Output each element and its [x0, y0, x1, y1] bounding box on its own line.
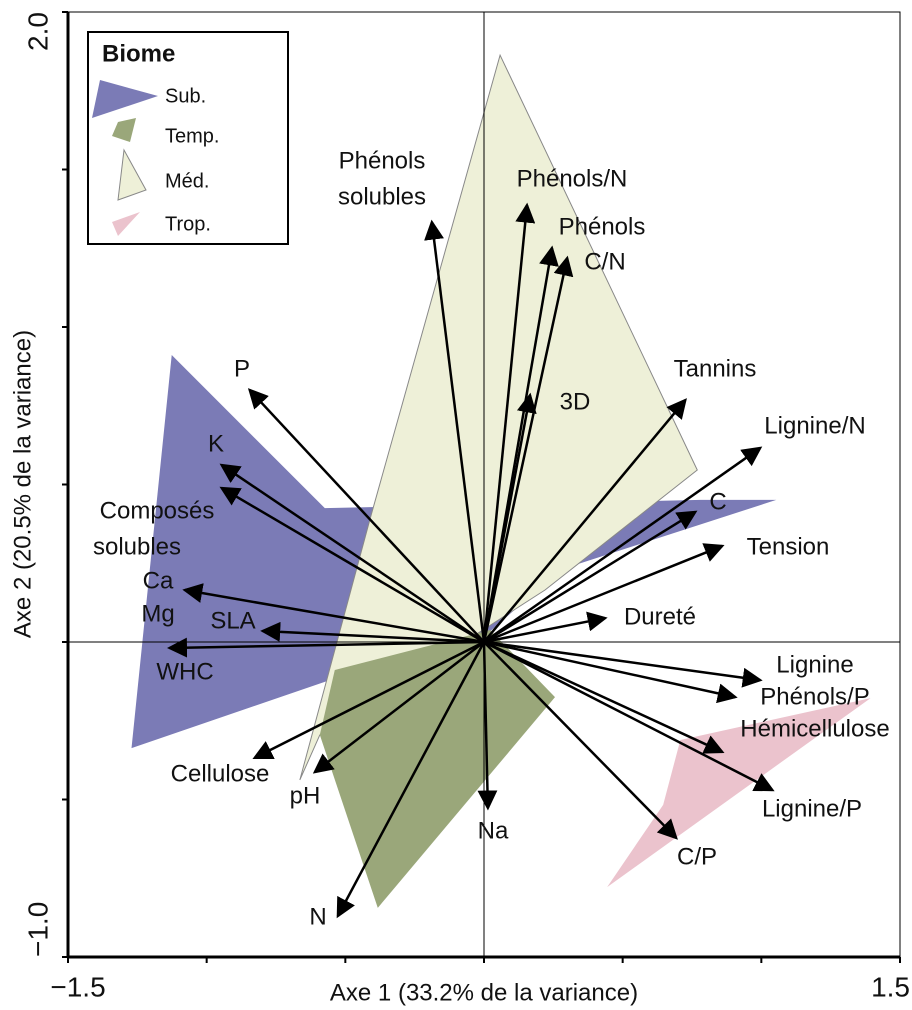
biome-polygon: [319, 630, 555, 908]
y-tick-label: −1.0: [22, 902, 53, 957]
arrow-label: 3D: [560, 388, 591, 415]
arrow-label: P: [234, 355, 250, 382]
arrow-label: Lignine/P: [762, 795, 862, 822]
arrow-label: Na: [478, 817, 509, 844]
loading-arrow: [483, 641, 678, 840]
loading-arrow: [182, 583, 485, 644]
legend-swatch: [112, 212, 140, 236]
arrow-label: C/N: [584, 248, 625, 275]
legend-swatch: [117, 148, 147, 201]
loading-arrow: [477, 641, 498, 811]
x-axis-label: Axe 1 (33.2% de la variance): [330, 979, 638, 1006]
arrow-label: C/P: [677, 843, 717, 870]
loading-arrow: [482, 255, 574, 643]
loading-arrow: [483, 510, 698, 644]
loading-arrow: [482, 392, 537, 643]
loading-arrow: [483, 640, 738, 704]
y-axis-label: Axe 2 (20.5% de la variance): [9, 330, 36, 638]
arrow-label: Phénols/N: [517, 165, 628, 192]
loading-arrow: [424, 219, 486, 643]
arrow-label: Mg: [141, 600, 174, 627]
biome-polygon: [607, 698, 871, 888]
y-tick-label: 2.0: [22, 12, 53, 51]
legend-swatch: [112, 118, 136, 142]
arrow-label: pH: [290, 782, 321, 809]
loading-arrow: [483, 640, 775, 792]
loading-arrow: [167, 637, 485, 658]
loading-arrow: [483, 543, 725, 644]
arrow-label: Phénols: [559, 213, 646, 240]
loading-arrow: [219, 486, 485, 644]
arrow-label: Phénols: [339, 147, 426, 174]
loading-arrow: [336, 641, 486, 919]
legend-swatch: [92, 80, 158, 118]
legend-title: Biome: [102, 40, 175, 67]
arrow-label: K: [208, 430, 224, 457]
loading-arrow: [483, 398, 687, 643]
loading-arrow: [482, 202, 536, 643]
arrow-label: Dureté: [624, 603, 696, 630]
legend-label: Méd.: [165, 170, 209, 192]
arrow-label: N: [309, 903, 326, 930]
arrow-label: WHC: [156, 658, 213, 685]
arrow-label: C: [709, 488, 726, 515]
legend-label: Temp.: [165, 125, 219, 147]
loading-arrow: [483, 640, 725, 754]
arrow-label: solubles: [93, 533, 181, 560]
loading-arrow: [312, 641, 485, 774]
arrow-label: solubles: [338, 183, 426, 210]
arrow-label: Phénols/P: [760, 683, 869, 710]
arrow-label: SLA: [210, 607, 255, 634]
arrow-label: Lignine/N: [764, 412, 865, 439]
loading-arrow: [252, 640, 485, 760]
loading-arrow: [260, 621, 485, 644]
arrow-label: Ca: [143, 567, 174, 594]
legend-label: Trop.: [165, 213, 211, 235]
arrow-label: Tannins: [674, 355, 757, 382]
arrow-label: Tension: [747, 533, 830, 560]
x-tick-label: −1.5: [50, 971, 105, 1002]
loading-arrow: [483, 611, 608, 644]
x-tick-label: 1.5: [871, 971, 910, 1002]
loading-arrow: [483, 640, 763, 688]
arrow-label: Composés: [100, 497, 215, 524]
legend-label: Sub.: [165, 85, 206, 107]
loading-arrow: [483, 446, 763, 644]
arrow-label: Cellulose: [171, 760, 270, 787]
arrow-label: Lignine: [776, 651, 853, 678]
arrow-label: Hémicellulose: [740, 715, 889, 742]
loading-arrow: [247, 388, 485, 643]
loading-arrow: [219, 463, 485, 644]
